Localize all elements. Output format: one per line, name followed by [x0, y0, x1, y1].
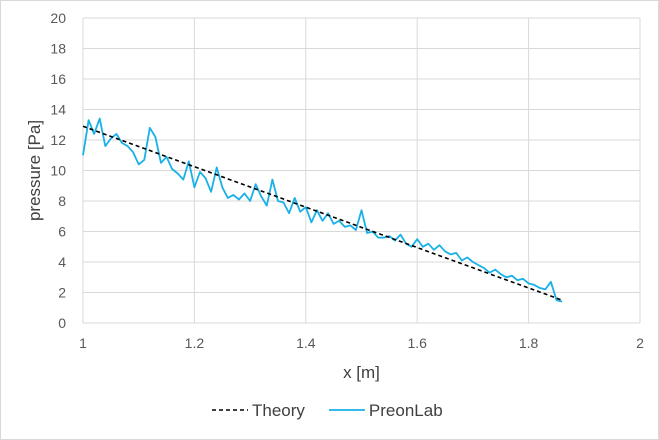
y-axis-title: pressure [Pa] — [25, 120, 44, 221]
x-tick-label: 1.2 — [185, 335, 205, 351]
y-tick-label: 4 — [58, 254, 66, 270]
y-tick-label: 8 — [58, 193, 66, 209]
x-tick-label: 1 — [79, 335, 87, 351]
y-tick-label: 16 — [50, 71, 66, 87]
x-tick-label: 1.8 — [519, 335, 539, 351]
legend-label-theory: Theory — [252, 401, 305, 420]
y-tick-label: 10 — [50, 163, 66, 179]
series-line-preonlab — [82, 117, 563, 303]
y-tick-label: 20 — [50, 10, 66, 26]
legend-label-preonlab: PreonLab — [369, 401, 443, 420]
y-tick-label: 12 — [50, 132, 66, 148]
x-tick-label: 2 — [636, 335, 644, 351]
y-tick-label: 0 — [58, 315, 66, 331]
x-tick-label: 1.6 — [407, 335, 427, 351]
y-tick-label: 2 — [58, 285, 66, 301]
y-tick-label: 18 — [50, 41, 66, 57]
y-tick-label: 14 — [50, 102, 66, 118]
x-axis-title: x [m] — [343, 363, 380, 382]
x-tick-label: 1.4 — [296, 335, 316, 351]
series-line-theory — [82, 125, 563, 301]
y-tick-label: 6 — [58, 224, 66, 240]
